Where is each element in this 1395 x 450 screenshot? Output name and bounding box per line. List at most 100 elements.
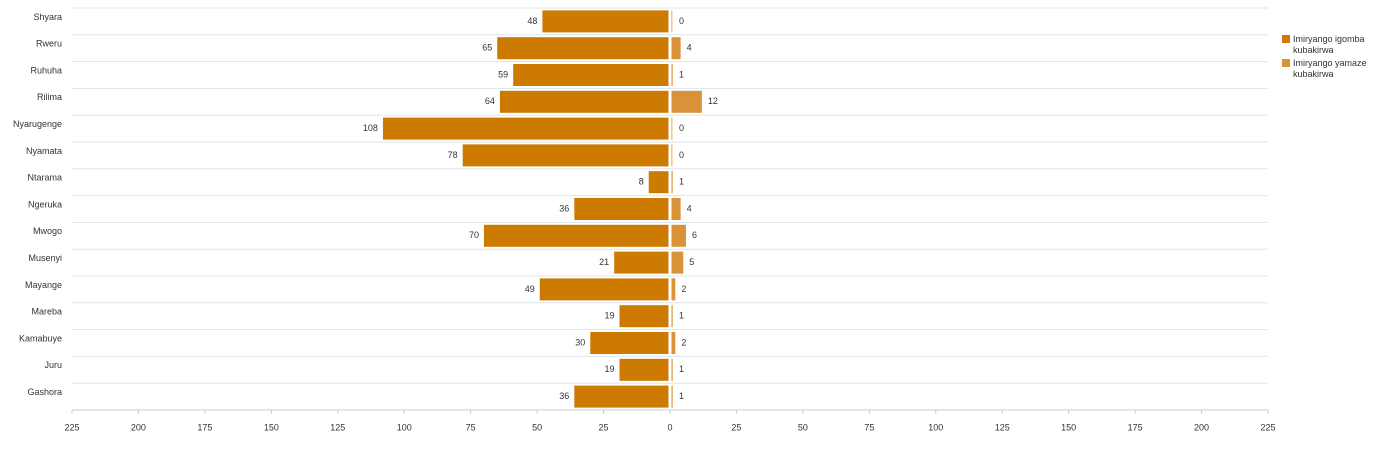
legend-label: Imiryango igomba kubakirwa (1293, 34, 1365, 55)
x-tick-label: 175 (1128, 422, 1143, 432)
value-label: 36 (559, 391, 569, 401)
value-label: 4 (687, 203, 692, 213)
value-label: 0 (679, 16, 684, 26)
value-label: 1 (679, 391, 684, 401)
value-label: 48 (527, 16, 537, 26)
bar (462, 144, 669, 167)
bar (671, 358, 673, 381)
x-tick-label: 25 (599, 422, 609, 432)
x-tick-label: 225 (64, 422, 79, 432)
value-label: 6 (692, 230, 697, 240)
bar (619, 305, 669, 328)
value-label: 30 (575, 337, 585, 347)
legend-swatch (1282, 59, 1290, 67)
x-tick-label: 125 (330, 422, 345, 432)
bar (614, 251, 669, 274)
value-label: 2 (681, 337, 686, 347)
bar (590, 332, 669, 354)
value-label: 59 (498, 69, 508, 79)
bar (619, 358, 669, 381)
x-tick-label: 100 (928, 422, 943, 432)
legend-item[interactable]: Imiryango yamaze kubakirwa (1282, 58, 1382, 80)
value-label: 1 (679, 177, 684, 187)
bar (671, 198, 681, 220)
value-label: 64 (485, 96, 495, 106)
value-label: 0 (679, 123, 684, 133)
x-tick-label: 125 (995, 422, 1010, 432)
bar (671, 251, 684, 274)
y-tick-label: Mareba (31, 307, 62, 317)
y-tick-label: Ruhuha (30, 65, 62, 75)
bar (671, 385, 673, 408)
value-label: 65 (482, 43, 492, 53)
x-tick-label: 75 (864, 422, 874, 432)
bar (539, 278, 669, 301)
value-label: 19 (604, 311, 614, 321)
x-tick-label: 175 (197, 422, 212, 432)
bar (483, 224, 669, 247)
bar (671, 332, 676, 354)
value-label: 1 (679, 69, 684, 79)
x-tick-label: 25 (731, 422, 741, 432)
bar (671, 10, 673, 33)
bar (671, 224, 686, 247)
bar (671, 37, 681, 60)
value-label: 19 (604, 364, 614, 374)
bar (499, 90, 669, 113)
bar (671, 144, 673, 167)
y-tick-label: Rweru (36, 39, 62, 49)
bar (382, 117, 669, 140)
value-label: 4 (687, 43, 692, 53)
value-label: 5 (689, 257, 694, 267)
value-label: 78 (448, 150, 458, 160)
bar (574, 385, 669, 408)
value-label: 1 (679, 364, 684, 374)
y-tick-label: Gashora (27, 387, 62, 397)
y-tick-label: Nyamata (26, 146, 62, 156)
x-tick-label: 0 (667, 422, 672, 432)
bar (513, 64, 669, 86)
value-label: 2 (681, 284, 686, 294)
x-tick-label: 150 (1061, 422, 1076, 432)
bar (574, 198, 669, 220)
value-label: 70 (469, 230, 479, 240)
bar (671, 64, 673, 86)
bar (542, 10, 669, 33)
bar (671, 305, 673, 328)
legend-label: Imiryango yamaze kubakirwa (1293, 58, 1367, 79)
y-tick-label: Rilima (37, 92, 62, 102)
y-tick-label: Mayange (25, 280, 62, 290)
y-tick-label: Musenyi (28, 253, 62, 263)
value-label: 108 (363, 123, 378, 133)
legend: Imiryango igomba kubakirwa Imiryango yama… (1282, 34, 1382, 82)
x-tick-label: 100 (397, 422, 412, 432)
y-tick-label: Kamabuye (19, 333, 62, 343)
value-label: 21 (599, 257, 609, 267)
y-tick-label: Mwogo (33, 226, 62, 236)
x-tick-label: 150 (264, 422, 279, 432)
x-tick-label: 75 (466, 422, 476, 432)
bar (671, 171, 673, 194)
x-tick-label: 200 (1194, 422, 1209, 432)
bar (671, 90, 702, 113)
y-tick-label: Juru (44, 360, 62, 370)
y-tick-label: Nyarugenge (13, 119, 62, 129)
x-tick-label: 50 (532, 422, 542, 432)
legend-item[interactable]: Imiryango igomba kubakirwa (1282, 34, 1382, 56)
value-label: 8 (639, 177, 644, 187)
bar (671, 278, 676, 301)
x-tick-label: 50 (798, 422, 808, 432)
x-tick-label: 225 (1260, 422, 1275, 432)
legend-swatch (1282, 35, 1290, 43)
y-tick-label: Shyara (33, 12, 62, 22)
value-label: 1 (679, 311, 684, 321)
y-tick-label: Ngeruka (28, 199, 62, 209)
value-label: 49 (525, 284, 535, 294)
bar (497, 37, 669, 60)
value-label: 0 (679, 150, 684, 160)
value-label: 12 (708, 96, 718, 106)
bar (648, 171, 669, 194)
x-tick-label: 200 (131, 422, 146, 432)
